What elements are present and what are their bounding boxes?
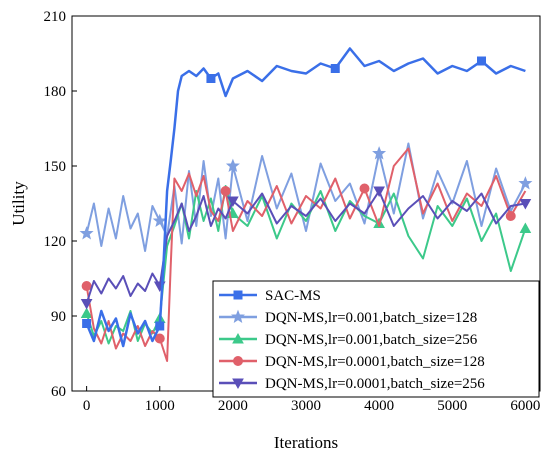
data-point-marker [155, 321, 165, 331]
x-tick-label: 2000 [218, 398, 248, 414]
data-point-marker [330, 64, 340, 73]
data-point-marker [152, 213, 167, 228]
legend-item: DQN-MS,lr=0.0001,batch_size=128 [219, 354, 485, 370]
data-point-marker [82, 319, 92, 328]
x-tick-label: 4000 [364, 398, 394, 414]
series-line [85, 47, 526, 348]
data-point-marker [519, 222, 532, 233]
y-tick-label: 90 [51, 309, 66, 325]
data-point-marker [477, 56, 486, 66]
legend-item: SAC-MS [219, 288, 321, 304]
y-tick-label: 60 [51, 384, 66, 400]
legend-marker [233, 356, 243, 366]
y-axis-title: Utility [9, 181, 28, 226]
legend-marker [233, 290, 243, 300]
legend-item: DQN-MS,lr=0.0001,batch_size=256 [219, 376, 485, 392]
y-tick-label: 210 [44, 9, 67, 25]
data-point-marker [79, 226, 94, 240]
series-layer [79, 47, 533, 362]
data-point-marker [80, 307, 93, 318]
data-point-marker [505, 211, 516, 221]
x-tick-label: 6000 [510, 398, 540, 414]
data-point-marker [154, 333, 165, 344]
x-tick-label: 3000 [291, 398, 321, 414]
x-tick-label: 1000 [145, 398, 175, 414]
data-point-marker [372, 146, 387, 160]
legend-label: DQN-MS,lr=0.001,batch_size=128 [265, 310, 477, 326]
x-axis-title: Iterations [274, 433, 338, 452]
legend-item: DQN-MS,lr=0.001,batch_size=128 [219, 309, 477, 326]
data-point-marker [206, 74, 216, 83]
y-tick-label: 150 [44, 159, 67, 175]
legend-label: DQN-MS,lr=0.0001,batch_size=128 [265, 354, 485, 370]
data-point-marker [518, 176, 533, 190]
data-point-marker [373, 186, 385, 198]
y-tick-label: 120 [44, 234, 67, 250]
data-point-marker [220, 186, 231, 196]
legend-marker [231, 309, 245, 324]
legend-label: DQN-MS,lr=0.001,batch_size=256 [265, 332, 478, 348]
legend-box [212, 280, 540, 398]
legend-label: DQN-MS,lr=0.0001,batch_size=256 [265, 376, 485, 392]
legend-label: SAC-MS [265, 288, 321, 304]
x-tick-label: 0 [83, 398, 91, 414]
data-point-marker [519, 199, 532, 210]
data-point-marker [359, 183, 370, 194]
legend-marker [232, 332, 244, 344]
data-point-marker [80, 299, 93, 310]
series-0 [82, 47, 526, 348]
series-4 [80, 186, 532, 310]
legend-item: DQN-MS,lr=0.001,batch_size=256 [219, 332, 478, 348]
data-point-marker [225, 158, 240, 173]
y-tick-label: 180 [44, 84, 67, 100]
legend: SAC-MS DQN-MS,lr=0.001,batch_size=128 DQN-… [212, 280, 540, 398]
x-tick-label: 5000 [437, 398, 467, 414]
legend-marker [232, 378, 244, 390]
data-point-marker [227, 196, 239, 208]
axes-layer: 0 1000 2000 3000 4000 5000 6000 60 90 120 150 180 21… [44, 9, 541, 414]
data-point-marker [81, 281, 92, 291]
